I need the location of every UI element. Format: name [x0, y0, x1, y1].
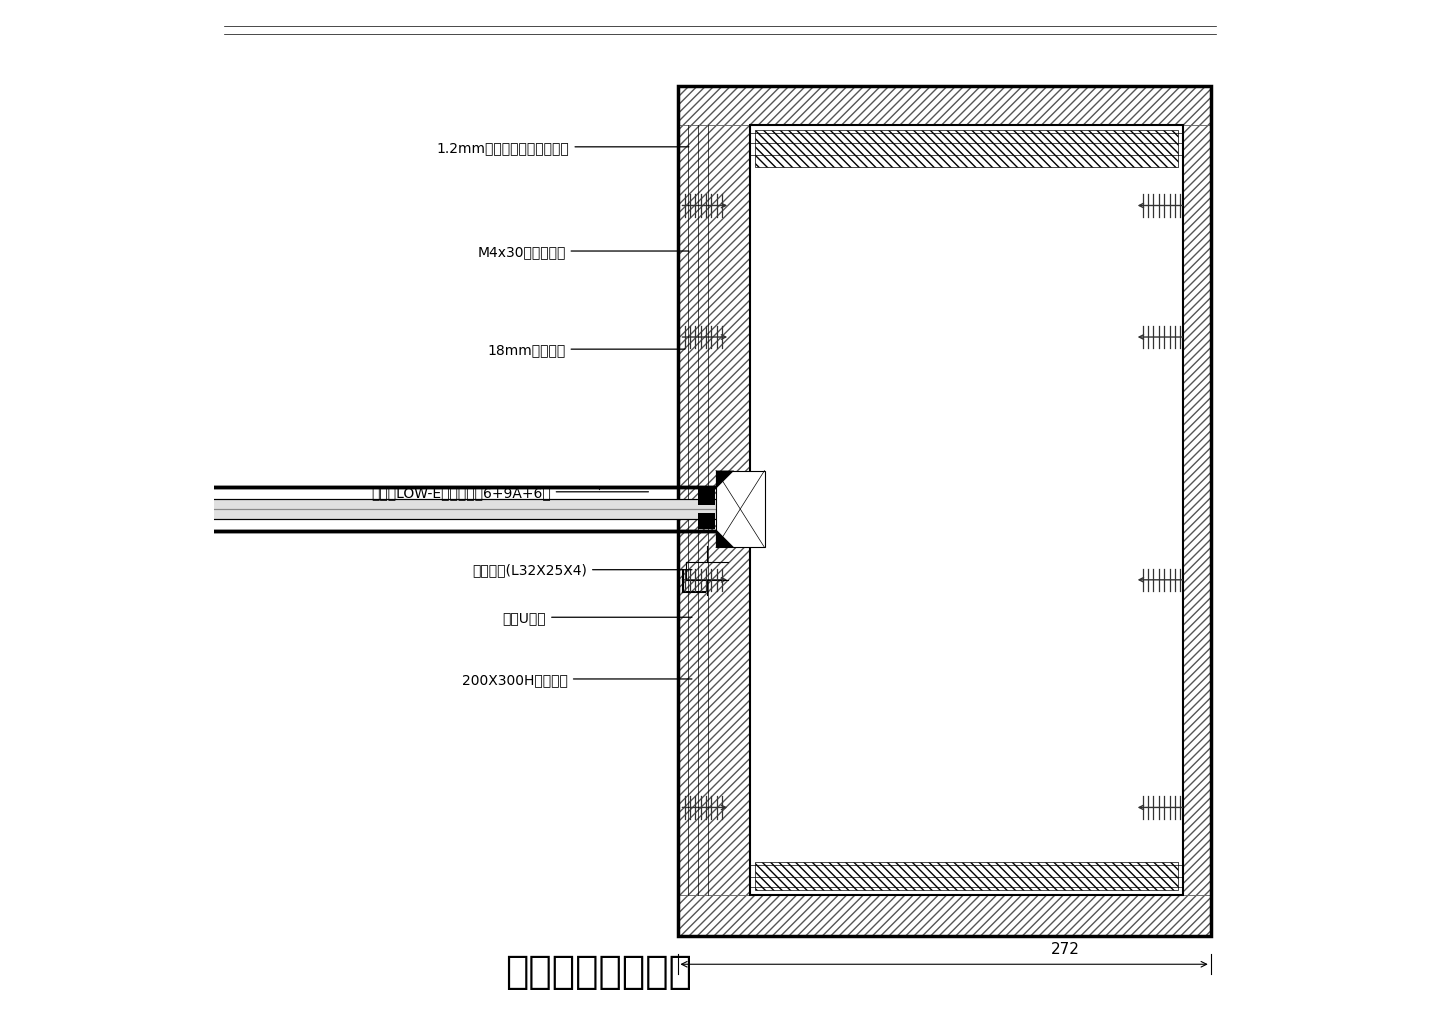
Polygon shape [716, 530, 734, 548]
Text: 272: 272 [1051, 942, 1080, 956]
Text: 200X300H型工字鉢: 200X300H型工字鉢 [462, 673, 693, 686]
Bar [716, 471, 765, 548]
Bar [215, 499, 746, 520]
Text: 双鉢化LOW-E中空玻璃（6+9A+6）: 双鉢化LOW-E中空玻璃（6+9A+6） [372, 485, 648, 499]
Bar [756, 130, 1178, 168]
Text: 镀锌角鉢(L32X25X4): 镀锌角鉢(L32X25X4) [472, 564, 693, 577]
Text: M4x30不锈鉢螺丝: M4x30不锈鉢螺丝 [477, 245, 688, 259]
Bar [698, 514, 716, 530]
Text: 镀锌U型鉢: 镀锌U型鉢 [503, 610, 693, 625]
Bar [677, 125, 750, 896]
Bar [1184, 125, 1211, 896]
Text: 18mm厘木夹板: 18mm厘木夹板 [487, 342, 685, 357]
Bar [677, 87, 1211, 936]
Bar [750, 125, 1184, 896]
Bar [756, 862, 1178, 891]
Polygon shape [716, 471, 734, 489]
Text: 门厅框架横剑节点: 门厅框架横剑节点 [505, 952, 693, 989]
Text: 1.2mm镜面不锈鉢门框装饰面: 1.2mm镜面不锈鉢门框装饰面 [436, 141, 688, 155]
Bar [677, 896, 1211, 936]
Bar [698, 489, 716, 505]
Bar [677, 87, 1211, 125]
